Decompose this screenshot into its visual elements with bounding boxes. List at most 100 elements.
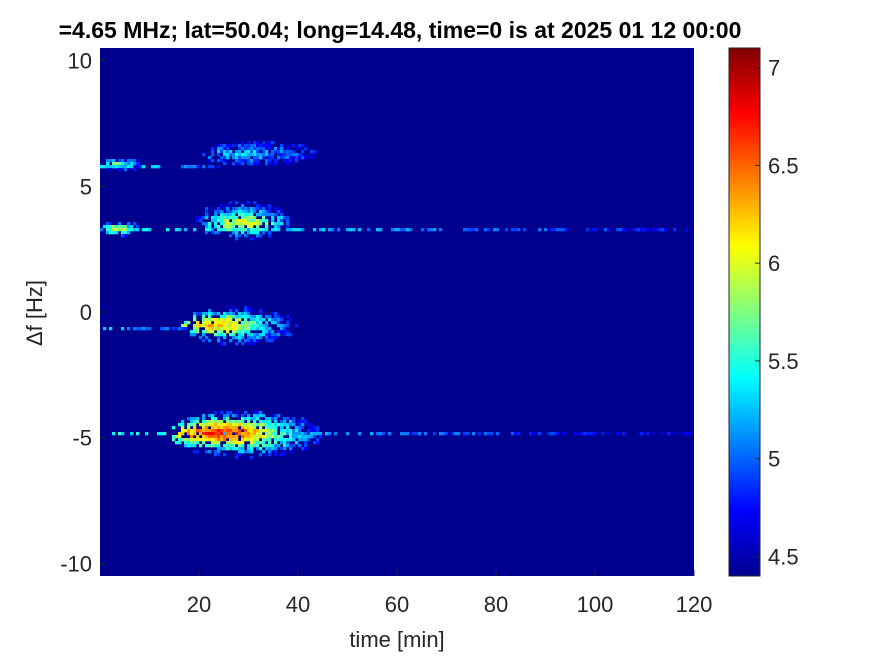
heatmap-cell xyxy=(313,435,317,439)
heatmap-cell xyxy=(310,432,314,436)
heatmap-cell xyxy=(235,441,239,445)
heatmap-cell xyxy=(229,324,233,328)
heatmap-cell xyxy=(256,441,260,445)
heatmap-cell xyxy=(208,324,212,328)
heatmap-cell xyxy=(271,429,275,433)
heatmap-cell xyxy=(157,165,161,169)
heatmap-cell xyxy=(487,432,491,436)
heatmap-cell xyxy=(292,438,296,442)
heatmap-cell xyxy=(232,429,236,433)
heatmap-cell xyxy=(289,420,293,424)
heatmap-cell xyxy=(241,417,245,421)
heatmap-cell xyxy=(238,312,242,316)
heatmap-cell xyxy=(184,441,188,445)
heatmap-cell xyxy=(268,318,272,322)
heatmap-cell xyxy=(283,417,287,421)
heatmap-cell xyxy=(127,231,131,235)
heatmap-cell xyxy=(223,312,227,316)
heatmap-cell xyxy=(583,432,587,436)
heatmap-cell xyxy=(313,432,317,436)
heatmap-cell xyxy=(178,327,182,331)
heatmap-cell xyxy=(223,150,227,154)
heatmap-cell xyxy=(205,216,209,220)
heatmap-cell xyxy=(211,435,215,439)
heatmap-cell xyxy=(268,432,272,436)
heatmap-cell xyxy=(241,321,245,325)
heatmap-cell xyxy=(670,432,674,436)
heatmap-cell xyxy=(193,312,197,316)
heatmap-cell xyxy=(226,444,230,448)
heatmap-cell xyxy=(325,432,329,436)
heatmap-cell xyxy=(256,144,260,148)
heatmap-cell xyxy=(229,201,233,205)
heatmap-cell xyxy=(298,423,302,427)
heatmap-cell xyxy=(394,228,398,232)
heatmap-cell xyxy=(217,432,221,436)
heatmap-cell xyxy=(217,447,221,451)
heatmap-cell xyxy=(262,228,266,232)
heatmap-cell xyxy=(136,327,140,331)
heatmap-cell xyxy=(247,207,251,211)
heatmap-cell xyxy=(256,417,260,421)
heatmap-cell xyxy=(562,228,566,232)
heatmap-cell xyxy=(316,438,320,442)
heatmap-cell xyxy=(262,231,266,235)
heatmap-cell xyxy=(247,420,251,424)
heatmap-cell xyxy=(238,324,242,328)
heatmap-cell xyxy=(184,429,188,433)
heatmap-cell xyxy=(226,420,230,424)
heatmap-cell xyxy=(259,411,263,415)
heatmap-cell xyxy=(301,147,305,151)
heatmap-cell xyxy=(226,324,230,328)
heatmap-cell xyxy=(229,153,233,157)
heatmap-cell xyxy=(256,219,260,223)
heatmap-cell xyxy=(235,426,239,430)
heatmap-cell xyxy=(256,153,260,157)
heatmap-cell xyxy=(178,228,182,232)
heatmap-cell xyxy=(232,312,236,316)
heatmap-cell xyxy=(253,417,257,421)
heatmap-cell xyxy=(235,156,239,160)
heatmap-cell xyxy=(415,432,419,436)
heatmap-cell xyxy=(112,225,116,229)
heatmap-cell xyxy=(247,162,251,166)
heatmap-cell xyxy=(358,228,362,232)
heatmap-cell xyxy=(211,216,215,220)
heatmap-cell xyxy=(205,435,209,439)
heatmap-cell xyxy=(196,438,200,442)
heatmap-cell xyxy=(259,426,263,430)
heatmap-cell xyxy=(202,417,206,421)
heatmap-cell xyxy=(406,228,410,232)
heatmap-cell xyxy=(109,228,113,232)
heatmap-cell xyxy=(301,153,305,157)
heatmap-cell xyxy=(214,453,218,457)
heatmap-cell xyxy=(247,153,251,157)
heatmap-cell xyxy=(262,207,266,211)
heatmap-cell xyxy=(217,438,221,442)
heatmap-cell xyxy=(265,429,269,433)
heatmap-cell xyxy=(268,417,272,421)
heatmap-cell xyxy=(256,414,260,418)
heatmap-cell xyxy=(238,444,242,448)
heatmap-cell xyxy=(106,231,110,235)
heatmap-cell xyxy=(289,447,293,451)
heatmap-cell xyxy=(556,228,560,232)
heatmap-cell xyxy=(232,321,236,325)
heatmap-cell xyxy=(229,216,233,220)
heatmap-cell xyxy=(136,225,140,229)
heatmap-cell xyxy=(595,432,599,436)
heatmap-cell xyxy=(226,153,230,157)
x-tick-label: 40 xyxy=(286,592,310,617)
heatmap-cell xyxy=(196,165,200,169)
heatmap-cell xyxy=(235,216,239,220)
heatmap-cell xyxy=(196,420,200,424)
heatmap-cell xyxy=(244,321,248,325)
heatmap-cell xyxy=(274,150,278,154)
heatmap-cell xyxy=(187,444,191,448)
heatmap-cell xyxy=(205,423,209,427)
heatmap-cell xyxy=(229,435,233,439)
heatmap-cell xyxy=(253,150,257,154)
heatmap-cell xyxy=(244,213,248,217)
heatmap-cell xyxy=(253,222,257,226)
heatmap-cell xyxy=(214,432,218,436)
